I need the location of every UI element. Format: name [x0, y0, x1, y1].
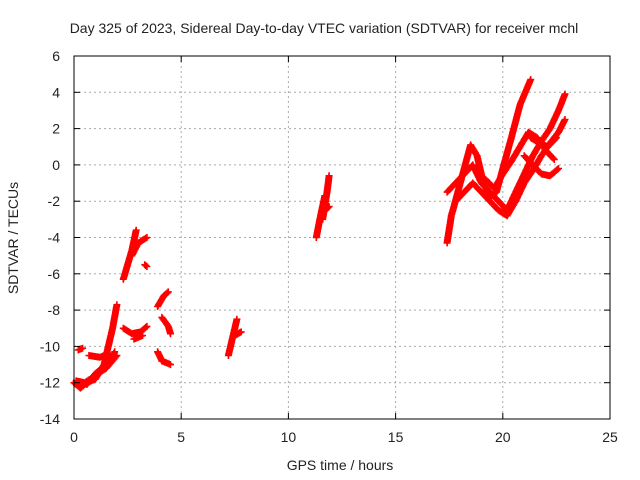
- data-point-marks: [158, 313, 174, 338]
- data-point-marks: [141, 261, 151, 270]
- x-tick-label: 25: [602, 429, 618, 445]
- y-tick-label: 4: [52, 84, 60, 100]
- y-tick-label: -2: [48, 193, 61, 209]
- x-tick-label: 5: [177, 429, 185, 445]
- data-point-marks: [158, 357, 174, 369]
- y-tick-label: 0: [52, 157, 60, 173]
- x-tick-label: 20: [495, 429, 511, 445]
- data-point-marks: [119, 322, 151, 338]
- x-axis-title: GPS time / hours: [287, 457, 394, 473]
- y-tick-label: -4: [48, 230, 61, 246]
- x-tick-label: 15: [388, 429, 404, 445]
- y-tick-label: 2: [52, 121, 60, 137]
- x-tick-label: 0: [70, 429, 78, 445]
- data-point-marks: [128, 234, 151, 260]
- y-tick-label: -12: [40, 375, 60, 391]
- data-point-marks: [130, 332, 147, 343]
- data-point-marks: [85, 350, 112, 361]
- grid-layer: [74, 56, 610, 419]
- data-point-marks: [527, 134, 560, 151]
- y-tick-label: 6: [52, 48, 60, 64]
- data-point-marks: [83, 348, 119, 388]
- data-point-marks: [74, 344, 87, 354]
- data-point-marks: [231, 328, 245, 339]
- y-tick-label: -14: [40, 411, 60, 427]
- data-point-marks: [154, 288, 172, 310]
- y-tick-label: -8: [48, 302, 61, 318]
- x-tick-label: 10: [281, 429, 297, 445]
- data-points-layer: [70, 76, 569, 392]
- y-axis-title: SDTVAR / TECUs: [5, 182, 21, 294]
- y-tick-label: -6: [48, 266, 61, 282]
- tick-labels-layer: 0 5 10 15 20 25 -14 -12 -10 -8 -6 -4 -2 0 2 4 6: [40, 48, 618, 445]
- data-point-marks: [520, 152, 562, 180]
- data-point-marks: [319, 203, 333, 216]
- chart-title: Day 325 of 2023, Sidereal Day-to-day VTE…: [70, 20, 579, 36]
- y-tick-label: -10: [40, 338, 60, 354]
